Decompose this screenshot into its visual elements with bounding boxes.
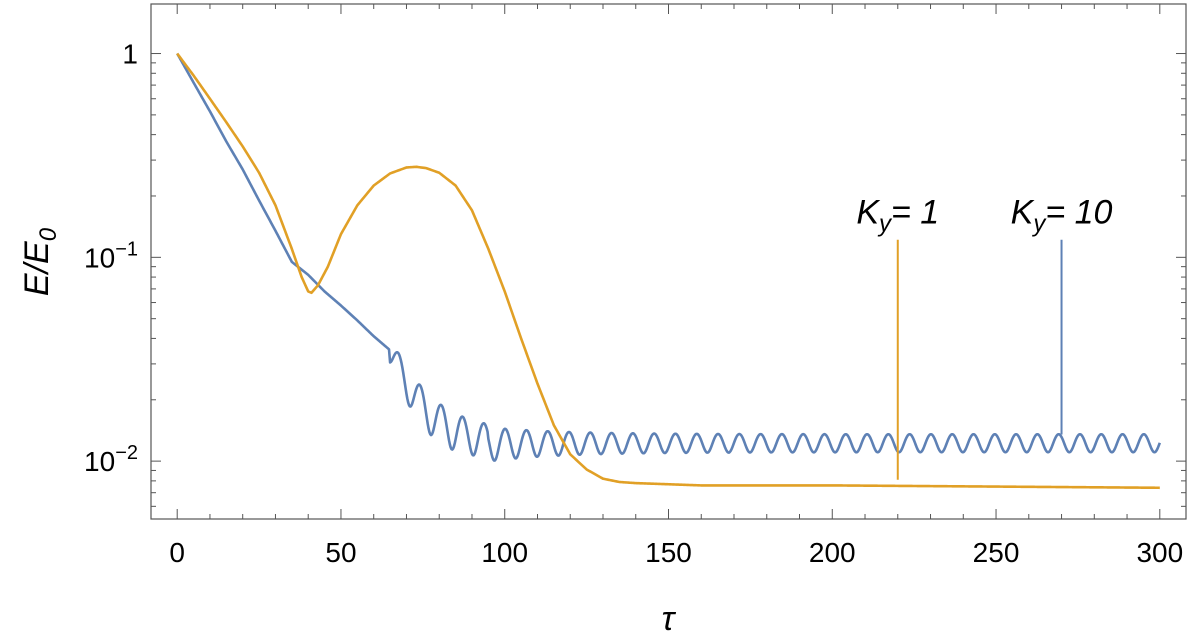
y-tick-base: 1 (122, 39, 138, 70)
x-axis-title: τ (662, 600, 677, 638)
x-tick-label: 250 (973, 537, 1020, 568)
x-tick-label: 300 (1136, 537, 1183, 568)
plot-frame (150, 3, 1187, 520)
y-tick-label: 10−2 (84, 442, 138, 477)
y-axis-title: E/E0 (18, 227, 62, 296)
series-line-ky10 (176, 52, 1162, 462)
y-tick-label: 10−1 (84, 238, 138, 273)
y-axis-title-sub: 0 (35, 227, 62, 241)
x-tick-label: 50 (325, 537, 356, 568)
x-tick-label: 100 (481, 537, 528, 568)
annotation-label-ky10: Ky= 10 (1011, 194, 1113, 238)
series-layer (176, 52, 1162, 490)
y-tick-base: 10 (84, 446, 115, 477)
x-tick-label: 200 (809, 537, 856, 568)
annotation-label-main: K (856, 194, 880, 232)
annotation-label-sub: y (1031, 211, 1047, 238)
y-axis-title-main: E/E (18, 241, 56, 296)
y-tick-label: 1 (122, 39, 138, 70)
y-tick-exponent: −1 (115, 238, 138, 260)
annotation-layer: Ky= 1 Ky= 10 (856, 194, 1113, 480)
y-tick-exponent: −2 (115, 442, 138, 464)
annotation-label-rest: = 10 (1045, 194, 1112, 232)
y-tick-base: 10 (84, 242, 115, 273)
axis-ticks (151, 4, 1186, 519)
annotation-label-sub: y (877, 211, 893, 238)
annotation-label-ky1: Ky= 1 (856, 194, 939, 238)
x-tick-label: 150 (645, 537, 692, 568)
series-line-ky1 (176, 52, 1161, 490)
annotation-label-main: K (1011, 194, 1035, 232)
x-tick-label: 0 (169, 537, 185, 568)
axis-titles: τ E/E0 (18, 227, 677, 638)
annotation-label-rest: = 1 (891, 194, 939, 232)
